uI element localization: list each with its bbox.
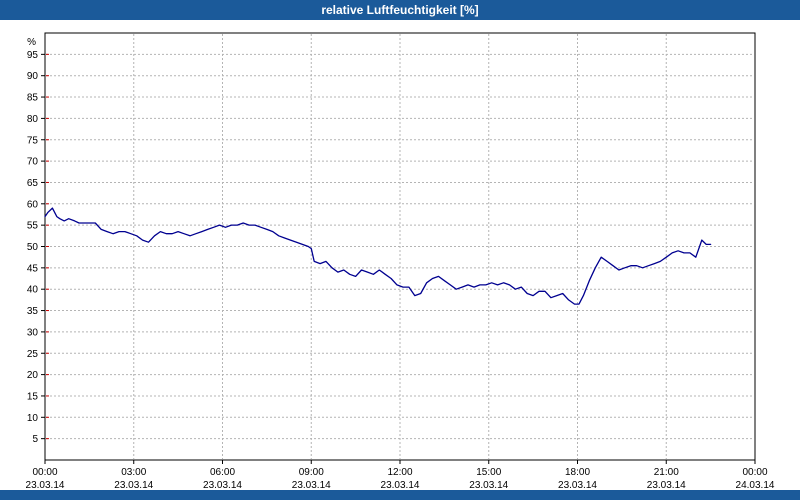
x-tick-time: 00:00 [32, 467, 57, 478]
y-tick-label: 40 [27, 285, 39, 296]
x-tick-time: 21:00 [654, 467, 679, 478]
x-tick-time: 06:00 [210, 467, 235, 478]
x-date-labels: 23.03.14 23.03.14 23.03.14 23.03.14 23.03.14… [26, 480, 775, 490]
y-tick-label: 70 [27, 157, 39, 168]
y-tick-label: 55 [27, 221, 39, 232]
x-time-labels: 00:00 03:00 06:00 09:00 12:00 15:00 18:00 21:00… [32, 467, 767, 478]
y-tick-label: 5 [32, 434, 38, 445]
x-tick-time: 15:00 [476, 467, 501, 478]
x-tick-time: 00:00 [742, 467, 767, 478]
y-minor-ticks [46, 53, 49, 440]
x-tick-time: 12:00 [387, 467, 412, 478]
chart-title: relative Luftfeuchtigkeit [%] [321, 3, 479, 17]
y-tick-label: 50 [27, 242, 39, 253]
y-tick-label: 85 [27, 93, 39, 104]
x-tick-time: 03:00 [121, 467, 146, 478]
y-tick-label: 30 [27, 327, 39, 338]
y-tick-label: 65 [27, 178, 39, 189]
y-tick-label: 10 [27, 413, 39, 424]
y-tick-label: 45 [27, 263, 39, 274]
bottom-bar [0, 490, 800, 500]
y-tick-label: 75 [27, 135, 39, 146]
chart-plot: 5 10 15 20 25 30 35 40 45 50 55 60 65 70 75 80 85 90 95% 00… [26, 32, 775, 490]
y-ticks [41, 53, 45, 440]
y-tick-label: 35 [27, 306, 39, 317]
x-tick-date: 23.03.14 [114, 480, 153, 490]
y-axis-labels: 5 10 15 20 25 30 35 40 45 50 55 60 65 70 75 80 85 90 95 [27, 50, 39, 445]
x-tick-date: 23.03.14 [203, 480, 242, 490]
x-tick-time: 09:00 [299, 467, 324, 478]
x-tick-date: 23.03.14 [469, 480, 508, 490]
x-gridlines [133, 34, 667, 459]
x-tick-time: 18:00 [565, 467, 590, 478]
y-tick-label: 60 [27, 199, 39, 210]
x-tick-date: 24.03.14 [736, 480, 775, 490]
x-tick-date: 23.03.14 [647, 480, 686, 490]
x-tick-date: 23.03.14 [26, 480, 65, 490]
y-tick-label: 15 [27, 391, 39, 402]
y-tick-label: 95 [27, 50, 39, 61]
x-tick-date: 23.03.14 [558, 480, 597, 490]
y-unit-label: % [27, 37, 36, 48]
y-tick-label: 20 [27, 370, 39, 381]
y-tick-label: 25 [27, 349, 39, 360]
x-tick-date: 23.03.14 [381, 480, 420, 490]
y-tick-label: 80 [27, 114, 39, 125]
x-tick-date: 23.03.14 [292, 480, 331, 490]
humidity-line [44, 207, 712, 305]
title-bar: relative Luftfeuchtigkeit [%] [0, 0, 800, 20]
x-ticks [44, 460, 756, 464]
y-tick-label: 90 [27, 71, 39, 82]
